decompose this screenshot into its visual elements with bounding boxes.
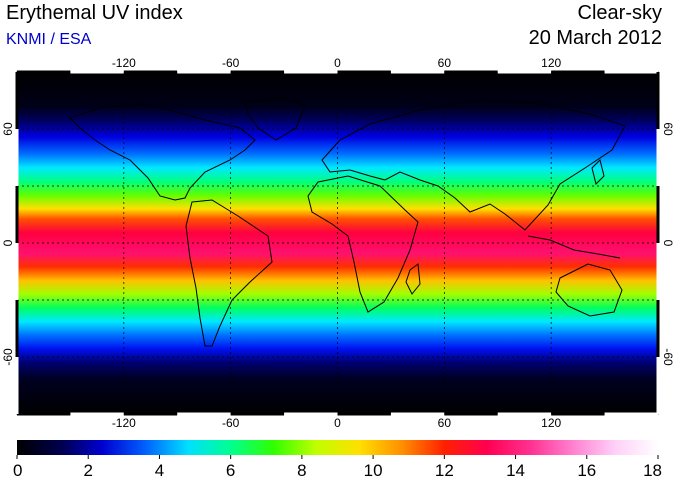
colorbar-tick-label: 10	[364, 461, 383, 480]
lon-label-top: -120	[112, 56, 136, 70]
japan-coast	[591, 159, 605, 185]
colorbar-tick-label: 16	[577, 461, 596, 480]
credit-label: KNMI / ESA	[6, 31, 92, 48]
lon-label-bottom: -60	[222, 416, 240, 430]
sky-type-label: Clear-sky	[577, 2, 662, 24]
lat-label-right: 60	[661, 122, 675, 136]
greenland-coast	[244, 97, 306, 141]
australia-coast	[555, 263, 623, 317]
lon-label-bottom: 60	[438, 416, 452, 430]
map-title: Erythemal UV index	[6, 2, 183, 24]
date-label: 20 March 2012	[528, 27, 662, 49]
colorbar-tick-label: 14	[506, 461, 525, 480]
colorbar-ticks: 0 2 4 6 8 10 12 14 16 18	[13, 455, 662, 480]
lon-label-top: 120	[541, 56, 561, 70]
lon-label-bottom: 120	[541, 416, 561, 430]
colorbar-tick-label: 12	[435, 461, 454, 480]
south-america-coast	[185, 199, 273, 347]
frame-dashes	[15, 70, 660, 416]
lat-label-left: 0	[1, 239, 15, 246]
lon-label-top: -60	[222, 56, 240, 70]
north-america-coast	[69, 103, 256, 201]
colorbar-tick-label: 0	[13, 461, 22, 480]
colorbar-tick-label: 6	[226, 461, 235, 480]
lat-label-left: -60	[1, 348, 15, 366]
lon-gridlines	[123, 72, 552, 414]
lon-label-top: 0	[334, 56, 341, 70]
colorbar: 0 2 4 6 8 10 12 14 16 18	[13, 440, 662, 480]
colorbar-tick-label: 2	[83, 461, 92, 480]
lat-label-right: -60	[661, 348, 675, 366]
africa-coast	[307, 175, 419, 313]
colorbar-tick-label: 8	[297, 461, 306, 480]
lon-tick-labels: -120 -120 -60 -60 0 0 60 60 120 120	[112, 56, 562, 430]
lat-tick-labels: 60 60 0 0 -60 -60	[1, 122, 675, 366]
lon-label-top: 60	[438, 56, 452, 70]
colorbar-tick-label: 18	[643, 461, 662, 480]
lon-label-bottom: 0	[334, 416, 341, 430]
coastlines	[69, 97, 626, 347]
colorbar-bar	[17, 440, 658, 455]
southeast-asia-islands	[527, 235, 621, 259]
lon-label-bottom: -120	[112, 416, 136, 430]
colorbar-tick-label: 4	[155, 461, 164, 480]
madagascar-coast	[405, 263, 421, 295]
lat-label-right: 0	[661, 240, 675, 247]
map-panel: -120 -120 -60 -60 0 0 60 60 120 120 60 60 0 0 -60 -60	[1, 56, 675, 430]
europe-asia-coast	[321, 99, 626, 231]
lat-label-left: 60	[1, 122, 15, 136]
